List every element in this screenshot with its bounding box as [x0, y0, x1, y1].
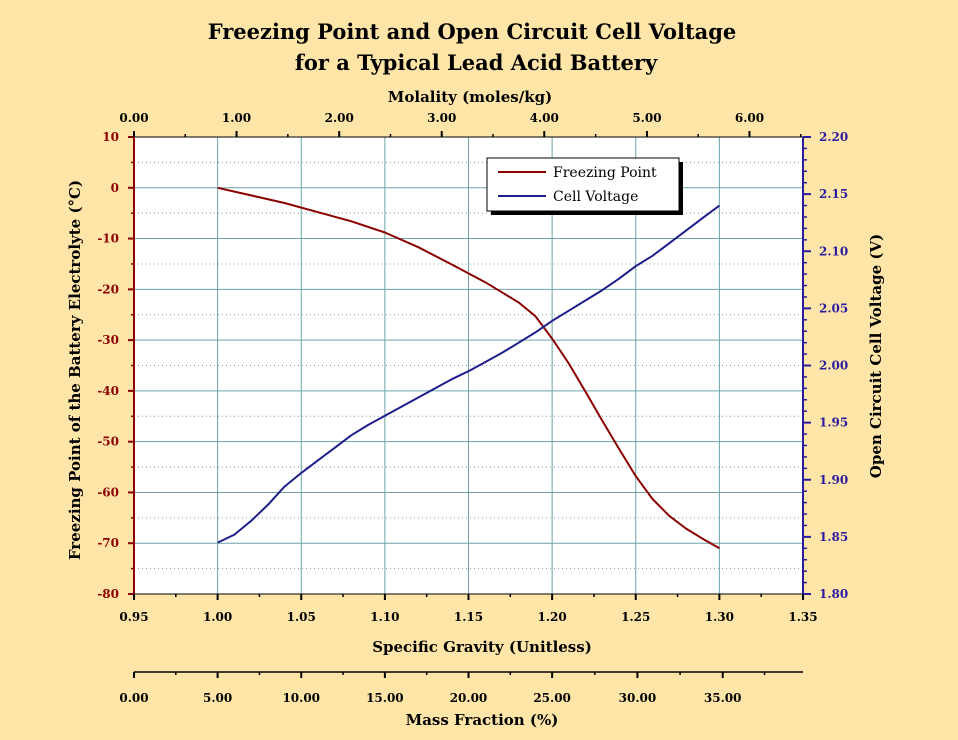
y-axis-right-title: Open Circuit Cell Voltage (V): [867, 234, 885, 478]
y-tick-label-left: -70: [97, 536, 119, 550]
legend-box: [486, 157, 680, 212]
mass-fraction-tick-label: 35.00: [704, 691, 742, 705]
series-line-cell-voltage: [217, 204, 720, 544]
x-tick-label: 0.95: [119, 610, 148, 624]
legend: Freezing Point Cell Voltage: [486, 157, 683, 215]
y-tick-label-right: 1.85: [819, 530, 848, 544]
top-axis-title: Molality (moles/kg): [388, 88, 552, 106]
y-tick-label-right: 1.90: [819, 473, 848, 487]
y-axis-left-title: Freezing Point of the Battery Electrolyt…: [66, 180, 84, 560]
top-tick-label: 6.00: [735, 111, 764, 125]
y-tick-label-left: -10: [97, 232, 119, 246]
y-tick-label-right: 1.95: [819, 416, 848, 430]
series-layer: [217, 186, 720, 550]
chart-title-line-1: Freezing Point and Open Circuit Cell Vol…: [208, 19, 737, 44]
top-tick-label: 1.00: [222, 111, 251, 125]
x-tick-label: 1.10: [370, 610, 399, 624]
chart-title-line-2: for a Typical Lead Acid Battery: [295, 50, 658, 75]
mass-fraction-tick-label: 25.00: [533, 691, 571, 705]
top-tick-label: 0.00: [119, 111, 148, 125]
x-tick-label: 1.15: [454, 610, 483, 624]
mass-fraction-tick-label: 0.00: [119, 691, 148, 705]
x-axis-title: Specific Gravity (Unitless): [372, 638, 592, 656]
top-tick-label: 5.00: [632, 111, 661, 125]
mass-fraction-tick-label: 15.00: [366, 691, 404, 705]
y-tick-label-right: 2.10: [819, 244, 848, 258]
mass-fraction-tick-label: 30.00: [619, 691, 657, 705]
y-tick-label-left: 10: [102, 130, 119, 144]
top-tick-label: 3.00: [427, 111, 456, 125]
y-tick-label-left: -60: [97, 485, 119, 499]
x-tick-label: 1.25: [621, 610, 650, 624]
y-tick-label-left: -40: [97, 384, 119, 398]
y-tick-label-left: -30: [97, 333, 119, 347]
y-tick-label-left: -80: [97, 587, 119, 601]
top-tick-label: 2.00: [325, 111, 354, 125]
x-tick-label: 1.30: [705, 610, 734, 624]
x-tick-label: 1.00: [203, 610, 232, 624]
mass-fraction-tick-label: 20.00: [450, 691, 488, 705]
bottom-axis-title: Mass Fraction (%): [406, 711, 559, 729]
y-tick-label-left: 0: [111, 181, 119, 195]
mass-fraction-tick-label: 5.00: [203, 691, 232, 705]
y-tick-label-right: 2.00: [819, 359, 848, 373]
y-tick-label-right: 2.20: [819, 130, 848, 144]
x-tick-label: 1.20: [538, 610, 567, 624]
x-tick-label: 1.35: [788, 610, 817, 624]
legend-label-voltage: Cell Voltage: [553, 189, 638, 205]
y-tick-label-right: 2.05: [819, 301, 848, 315]
plot-area: [134, 137, 803, 594]
top-tick-label: 4.00: [530, 111, 559, 125]
axes: 10 0 -10 -20 -30 -40 -50 -60 -70 -80 2.20 2.15 2.10 2…: [97, 111, 848, 705]
y-tick-label-right: 2.15: [819, 187, 848, 201]
y-tick-label-left: -20: [97, 282, 119, 296]
mass-fraction-tick-label: 10.00: [282, 691, 320, 705]
x-tick-label: 1.05: [287, 610, 316, 624]
y-tick-label-left: -50: [97, 435, 119, 449]
y-tick-label-right: 1.80: [819, 587, 848, 601]
legend-label-freezing: Freezing Point: [553, 165, 657, 181]
